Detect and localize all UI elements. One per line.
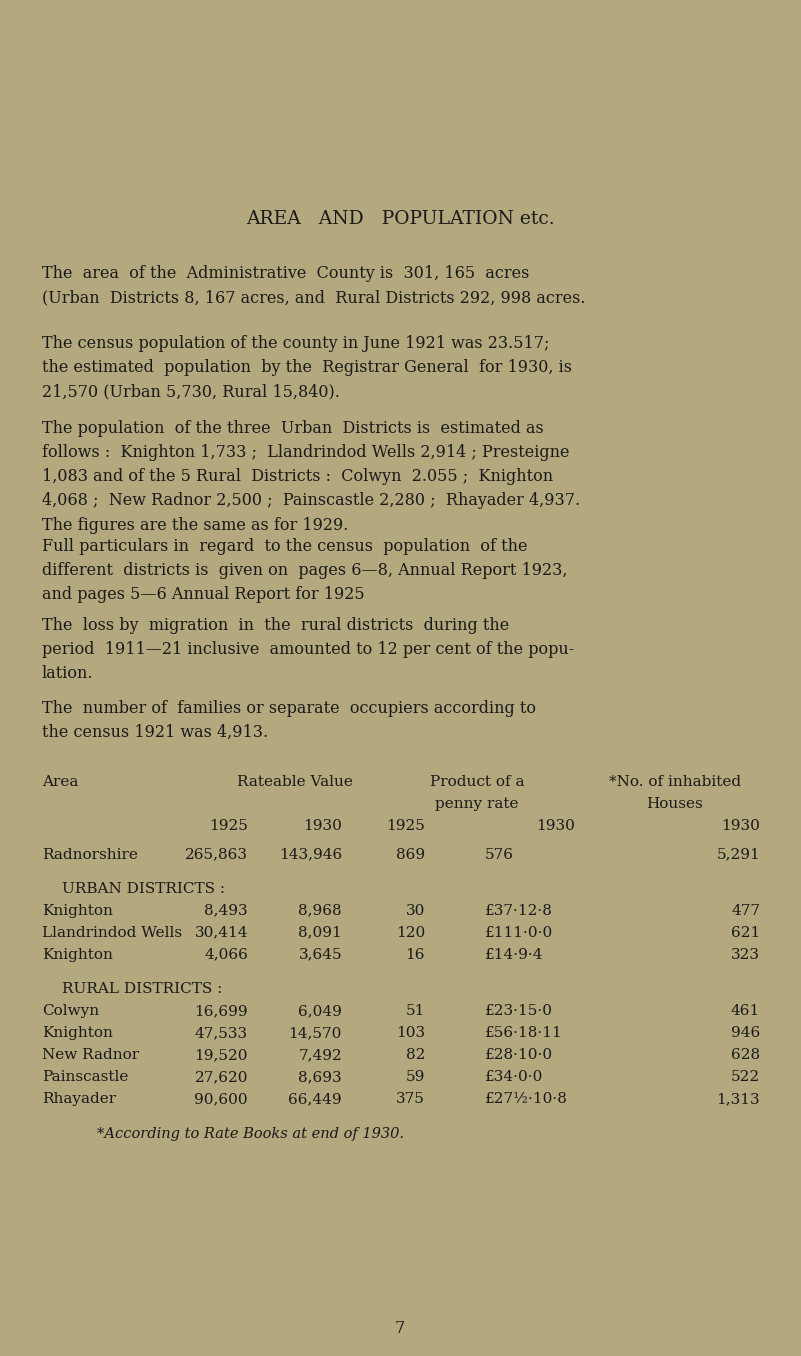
Text: 946: 946 [731, 1025, 760, 1040]
Text: 30,414: 30,414 [195, 926, 248, 940]
Text: The census population of the county in June 1921 was 23.517;
the estimated  popu: The census population of the county in J… [42, 335, 572, 400]
Text: 59: 59 [405, 1070, 425, 1083]
Text: 1925: 1925 [209, 819, 248, 833]
Text: 47,533: 47,533 [195, 1025, 248, 1040]
Text: 1930: 1930 [303, 819, 342, 833]
Text: £27½·10·8: £27½·10·8 [485, 1092, 568, 1105]
Text: 30: 30 [405, 903, 425, 918]
Text: Knighton: Knighton [42, 903, 113, 918]
Text: The population  of the three  Urban  Districts is  estimated as
follows :  Knigh: The population of the three Urban Distri… [42, 420, 580, 534]
Text: 461: 461 [731, 1003, 760, 1018]
Text: URBAN DISTRICTS :: URBAN DISTRICTS : [62, 881, 225, 896]
Text: 27,620: 27,620 [195, 1070, 248, 1083]
Text: New Radnor: New Radnor [42, 1048, 139, 1062]
Text: Radnorshire: Radnorshire [42, 848, 138, 861]
Text: Knighton: Knighton [42, 1025, 113, 1040]
Text: 16: 16 [405, 948, 425, 961]
Text: *According to Rate Books at end of 1930.: *According to Rate Books at end of 1930. [97, 1127, 404, 1140]
Text: 7: 7 [395, 1319, 405, 1337]
Text: penny rate: penny rate [435, 797, 519, 811]
Text: 8,968: 8,968 [299, 903, 342, 918]
Text: 1930: 1930 [721, 819, 760, 833]
Text: Area: Area [42, 776, 78, 789]
Text: 5,291: 5,291 [716, 848, 760, 861]
Text: The  number of  families or separate  occupiers according to
the census 1921 was: The number of families or separate occup… [42, 700, 536, 742]
Text: 323: 323 [731, 948, 760, 961]
Text: £111·0·0: £111·0·0 [485, 926, 553, 940]
Text: The  loss by  migration  in  the  rural districts  during the
period  1911—21 in: The loss by migration in the rural distr… [42, 617, 574, 682]
Text: 14,570: 14,570 [288, 1025, 342, 1040]
Text: £56·18·11: £56·18·11 [485, 1025, 563, 1040]
Text: 8,693: 8,693 [299, 1070, 342, 1083]
Text: Rateable Value: Rateable Value [237, 776, 353, 789]
Text: Full particulars in  regard  to the census  population  of the
different  distri: Full particulars in regard to the census… [42, 538, 567, 603]
Text: 120: 120 [396, 926, 425, 940]
Text: Rhayader: Rhayader [42, 1092, 116, 1105]
Text: Colwyn: Colwyn [42, 1003, 99, 1018]
Text: Product of a: Product of a [430, 776, 524, 789]
Text: £23·15·0: £23·15·0 [485, 1003, 553, 1018]
Text: 143,946: 143,946 [279, 848, 342, 861]
Text: 3,645: 3,645 [299, 948, 342, 961]
Text: 66,449: 66,449 [288, 1092, 342, 1105]
Text: 82: 82 [405, 1048, 425, 1062]
Text: 522: 522 [731, 1070, 760, 1083]
Text: 4,066: 4,066 [204, 948, 248, 961]
Text: 1925: 1925 [386, 819, 425, 833]
Text: Houses: Houses [646, 797, 703, 811]
Text: *No. of inhabited: *No. of inhabited [609, 776, 741, 789]
Text: 869: 869 [396, 848, 425, 861]
Text: £37·12·8: £37·12·8 [485, 903, 553, 918]
Text: 90,600: 90,600 [195, 1092, 248, 1105]
Text: Painscastle: Painscastle [42, 1070, 128, 1083]
Text: 265,863: 265,863 [185, 848, 248, 861]
Text: 103: 103 [396, 1025, 425, 1040]
Text: 51: 51 [405, 1003, 425, 1018]
Text: 16,699: 16,699 [195, 1003, 248, 1018]
Text: Llandrindod Wells: Llandrindod Wells [42, 926, 182, 940]
Text: 375: 375 [396, 1092, 425, 1105]
Text: £28·10·0: £28·10·0 [485, 1048, 553, 1062]
Text: £14·9·4: £14·9·4 [485, 948, 544, 961]
Text: Knighton: Knighton [42, 948, 113, 961]
Text: The  area  of the  Administrative  County is  301, 165  acres
(Urban  Districts : The area of the Administrative County is… [42, 264, 586, 306]
Text: RURAL DISTRICTS :: RURAL DISTRICTS : [62, 982, 223, 995]
Text: 7,492: 7,492 [298, 1048, 342, 1062]
Text: 477: 477 [731, 903, 760, 918]
Text: 8,091: 8,091 [298, 926, 342, 940]
Text: 6,049: 6,049 [298, 1003, 342, 1018]
Text: 19,520: 19,520 [195, 1048, 248, 1062]
Text: AREA   AND   POPULATION etc.: AREA AND POPULATION etc. [246, 210, 554, 228]
Text: 1930: 1930 [536, 819, 575, 833]
Text: 628: 628 [731, 1048, 760, 1062]
Text: 576: 576 [485, 848, 514, 861]
Text: 1,313: 1,313 [716, 1092, 760, 1105]
Text: £34·0·0: £34·0·0 [485, 1070, 543, 1083]
Text: 8,493: 8,493 [204, 903, 248, 918]
Text: 621: 621 [731, 926, 760, 940]
